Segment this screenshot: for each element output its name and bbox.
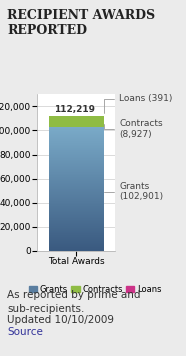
Text: 112,219: 112,219 <box>54 105 95 114</box>
Text: Loans (391): Loans (391) <box>104 94 173 113</box>
Bar <box>49 116 104 127</box>
Text: Source: Source <box>7 327 43 337</box>
Text: Contracts
(8,927): Contracts (8,927) <box>104 119 163 139</box>
Text: Updated 10/10/2009: Updated 10/10/2009 <box>7 315 114 325</box>
Text: As reported by prime and
sub-recipients.: As reported by prime and sub-recipients. <box>7 290 141 314</box>
Text: RECIPIENT AWARDS
REPORTED: RECIPIENT AWARDS REPORTED <box>7 9 155 37</box>
Text: Grants
(102,901): Grants (102,901) <box>104 182 163 201</box>
Legend: Grants, Contracts, Loans: Grants, Contracts, Loans <box>26 282 165 298</box>
